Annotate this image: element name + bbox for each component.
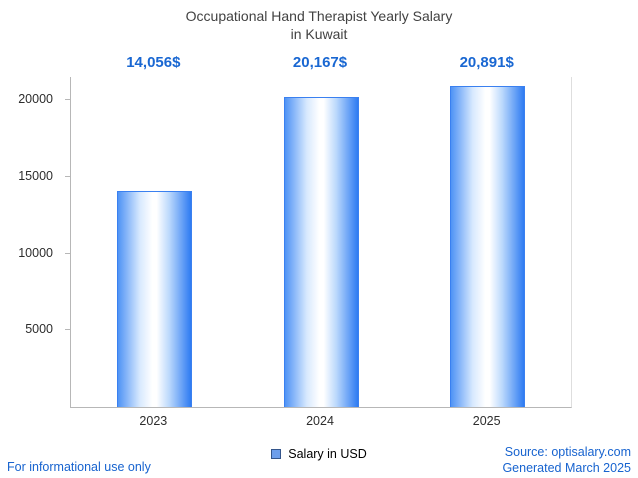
- x-axis-label: 2025: [472, 414, 501, 428]
- disclaimer-text: For informational use only: [7, 460, 151, 474]
- y-tick-label: 10000: [18, 245, 53, 260]
- bar-column: [238, 77, 405, 407]
- chart-title-line1: Occupational Hand Therapist Yearly Salar…: [185, 8, 453, 24]
- value-labels-row: 14,056$ 20,167$ 20,891$: [70, 54, 570, 71]
- bar-value-label: 20,891$: [459, 54, 514, 71]
- footer-right: Source: optisalary.com Generated March 2…: [502, 444, 631, 476]
- x-axis-label: 2024: [306, 414, 334, 428]
- legend-label: Salary in USD: [288, 447, 367, 461]
- legend: Salary in USD: [0, 447, 638, 461]
- generated-date: Generated March 2025: [502, 461, 631, 475]
- bar-2023: [116, 191, 192, 407]
- bar-2024: [283, 97, 359, 407]
- bar-2025: [450, 86, 526, 407]
- bar-value-label: 14,056$: [126, 54, 181, 71]
- y-tick-mark: [65, 99, 70, 101]
- plot-area: [65, 77, 572, 408]
- x-axis-label: 2023: [139, 414, 168, 428]
- legend-swatch-icon: [271, 449, 282, 459]
- y-tick-mark: [65, 175, 70, 177]
- bar-column: [71, 77, 238, 407]
- y-tick-mark: [65, 252, 70, 254]
- y-tick-label: 5000: [25, 322, 53, 337]
- bars-row: [71, 77, 571, 407]
- chart-title-line2: in Kuwait: [290, 26, 348, 42]
- y-tick-mark: [65, 329, 70, 331]
- bar-column: [404, 77, 571, 407]
- y-axis-labels: 5000 10000 15000 20000: [0, 77, 62, 407]
- x-axis-labels: 2023 2024 2025: [70, 414, 570, 428]
- y-tick-label: 20000: [18, 92, 53, 107]
- y-tick-label: 15000: [18, 168, 53, 183]
- chart-title: Occupational Hand Therapist Yearly Salar…: [0, 7, 638, 43]
- bar-value-label: 20,167$: [292, 54, 348, 71]
- source-link[interactable]: Source: optisalary.com: [504, 445, 631, 459]
